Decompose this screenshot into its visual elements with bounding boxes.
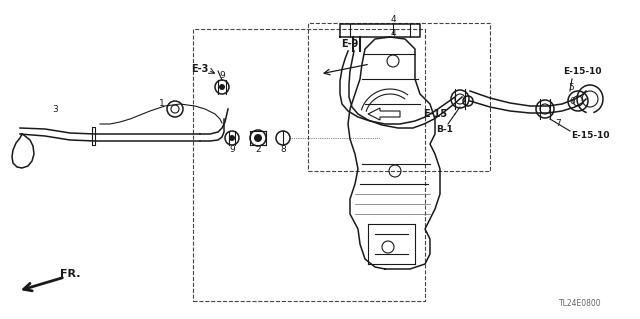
Text: 4: 4 xyxy=(390,29,396,39)
Text: 6: 6 xyxy=(569,97,575,106)
Text: B-1: B-1 xyxy=(436,124,453,133)
Text: 9: 9 xyxy=(229,145,235,154)
Text: 8: 8 xyxy=(280,145,286,154)
Circle shape xyxy=(229,135,235,141)
Text: FR.: FR. xyxy=(60,269,80,279)
Text: 2: 2 xyxy=(255,145,261,154)
Text: 3: 3 xyxy=(52,105,58,114)
Text: 9: 9 xyxy=(219,70,225,79)
Text: 1: 1 xyxy=(159,100,165,108)
Text: E-15-10: E-15-10 xyxy=(571,131,609,140)
FancyArrow shape xyxy=(368,108,400,120)
Text: E-3: E-3 xyxy=(191,64,209,74)
Text: E-9: E-9 xyxy=(341,39,358,49)
Text: E-15-10: E-15-10 xyxy=(563,68,601,77)
Text: E-15: E-15 xyxy=(423,109,447,119)
Text: 4: 4 xyxy=(390,14,396,24)
Circle shape xyxy=(219,84,225,90)
Bar xyxy=(308,23,490,171)
Text: TL24E0800: TL24E0800 xyxy=(559,300,602,308)
Text: 5: 5 xyxy=(568,83,574,92)
Bar xyxy=(193,29,425,301)
Circle shape xyxy=(254,134,262,142)
Text: 7: 7 xyxy=(555,118,561,128)
